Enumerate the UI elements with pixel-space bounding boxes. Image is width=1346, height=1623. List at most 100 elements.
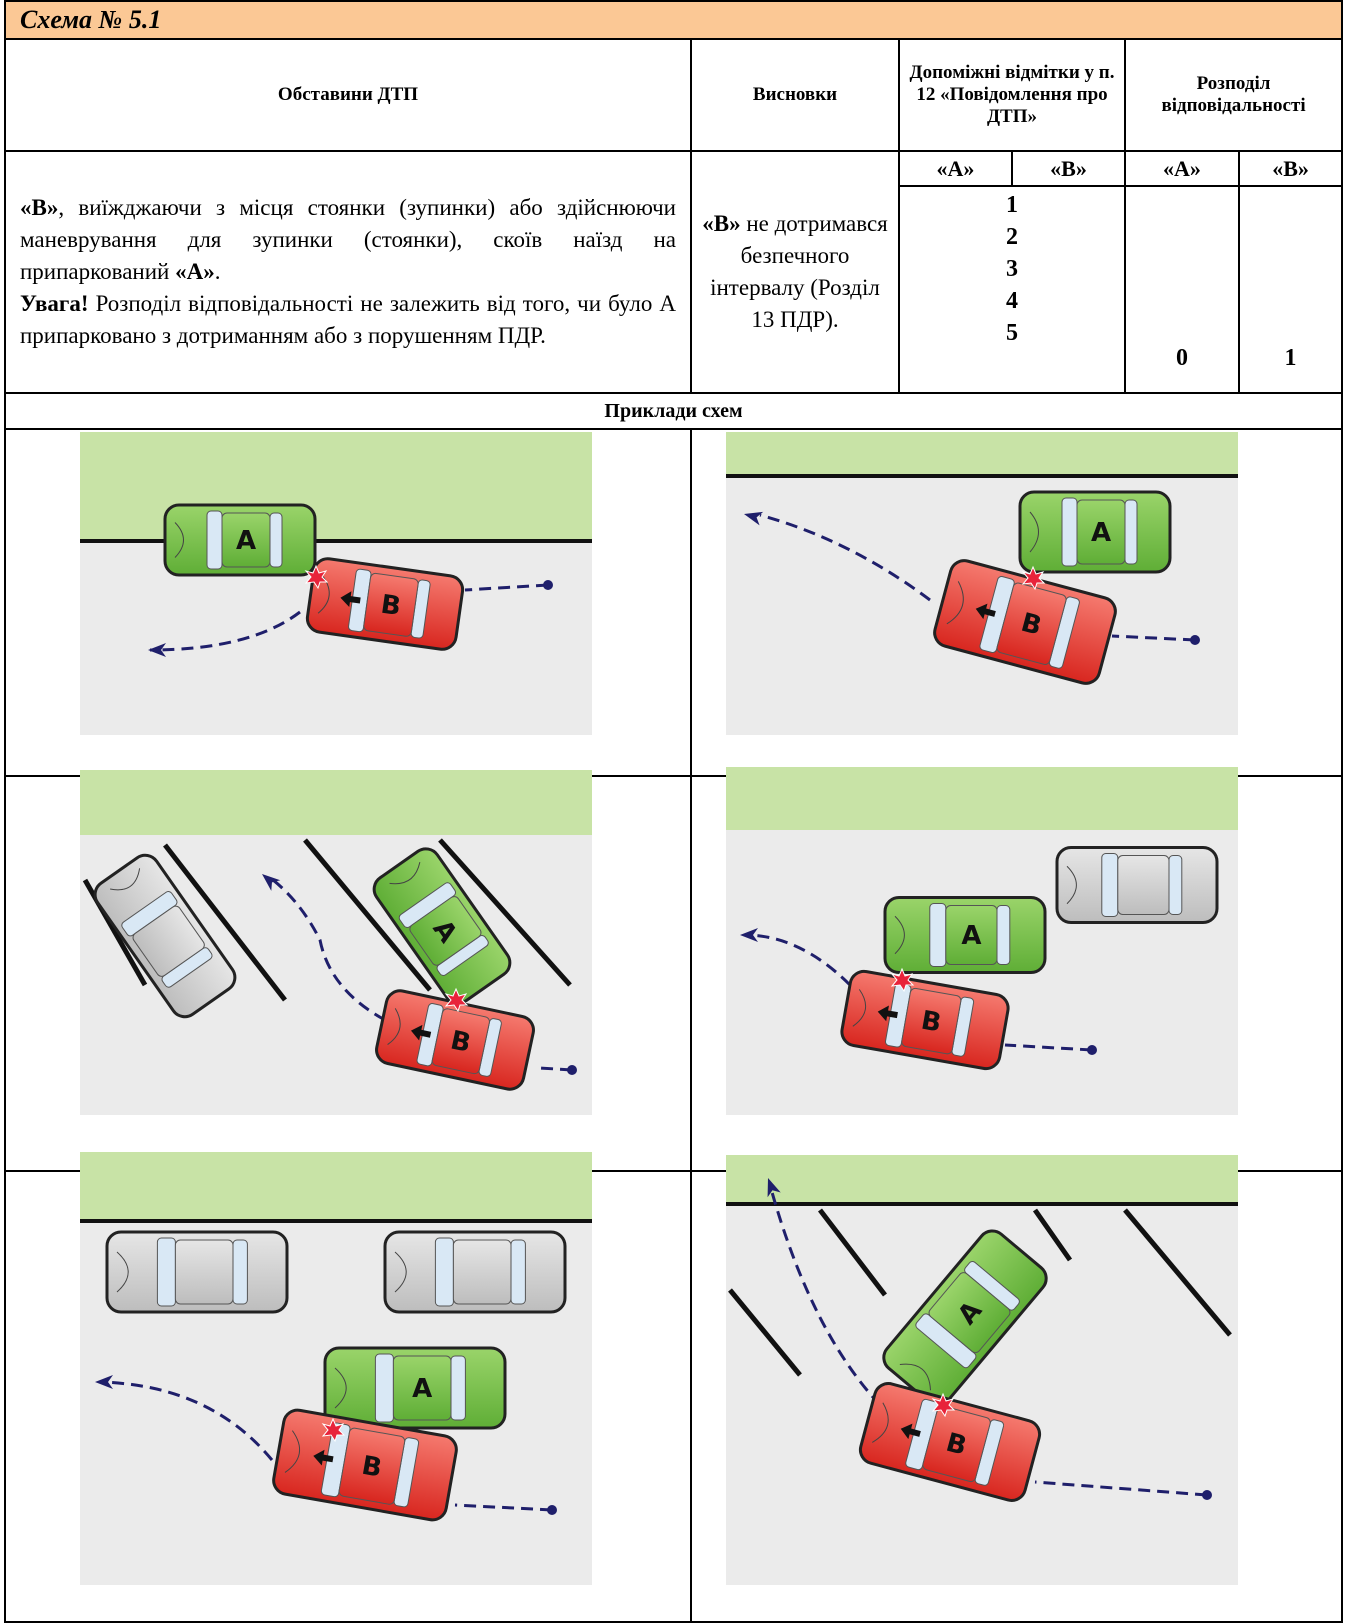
- car: A: [163, 503, 317, 577]
- conclusions: «В» не дотримався безпечного інтервалу (…: [690, 150, 900, 394]
- roof: [409, 896, 482, 966]
- hood-line: [116, 1251, 129, 1293]
- route-arrow: [148, 643, 166, 657]
- car-label: B: [379, 590, 403, 622]
- hood-line: [894, 915, 905, 955]
- rear-window: [1124, 499, 1138, 565]
- road: [726, 1155, 1238, 1585]
- roof: [132, 905, 205, 977]
- roof: [221, 512, 271, 568]
- windshield: [156, 1237, 176, 1307]
- lawn: [726, 767, 1238, 830]
- car: B: [840, 969, 1010, 1071]
- route-arrow: [767, 1178, 781, 1198]
- impact: [1021, 565, 1046, 591]
- roof: [928, 1272, 1011, 1354]
- text: Розподіл відповідальності не залежить ві…: [20, 291, 676, 348]
- mark: 3: [1006, 256, 1018, 282]
- roof: [945, 905, 998, 965]
- roof: [901, 987, 962, 1055]
- windshield: [206, 510, 223, 570]
- mark: 1: [1006, 192, 1018, 218]
- header-cell: Розподіл відповідальності: [1123, 38, 1344, 152]
- route-start: [1087, 1045, 1097, 1055]
- car: B: [272, 1408, 458, 1522]
- route-arrow: [95, 1375, 113, 1389]
- header-cell: Допоміжні відмітки у п. 12 «Повідомлення…: [898, 38, 1126, 152]
- parking-line: [163, 843, 287, 1002]
- subheader: «В»: [1237, 150, 1344, 187]
- header-cell: Висновки: [690, 38, 900, 152]
- hood-line: [334, 1367, 347, 1409]
- route-start: [567, 1065, 577, 1075]
- route-arrow: [744, 511, 764, 526]
- windshield: [1101, 853, 1119, 917]
- examples-title: Приклади схем: [3, 392, 1344, 430]
- car: A: [372, 847, 512, 1005]
- subheader: «А»: [898, 150, 1013, 187]
- car-label: A: [961, 921, 981, 951]
- route-start: [543, 580, 553, 590]
- lawn: [726, 432, 1238, 475]
- impact: [890, 967, 915, 993]
- hood-line: [1066, 865, 1077, 905]
- route-start: [1202, 1490, 1212, 1500]
- rear-window: [510, 1239, 526, 1305]
- parking-line: [303, 838, 432, 992]
- car: B: [933, 559, 1117, 685]
- car: [105, 1230, 289, 1314]
- route: [149, 583, 549, 652]
- car: [93, 853, 237, 1019]
- roof: [1076, 499, 1126, 565]
- roof: [452, 1239, 512, 1305]
- text: «В»: [20, 195, 59, 220]
- route-start: [547, 1505, 557, 1515]
- car: B: [375, 989, 535, 1091]
- lawn: [726, 1155, 1238, 1203]
- impact: [321, 1417, 346, 1443]
- hood-line: [852, 989, 867, 1027]
- text: «А»: [175, 259, 215, 284]
- car: B: [305, 557, 465, 651]
- lawn: [80, 770, 592, 835]
- marks-cell: 1 2 3 4 5: [898, 185, 1126, 394]
- car: [1055, 846, 1219, 924]
- parking-line: [1123, 1208, 1232, 1337]
- windshield: [434, 1237, 454, 1307]
- windshield: [929, 903, 947, 967]
- text: .: [214, 259, 221, 284]
- car: B: [858, 1382, 1042, 1502]
- route-start: [1190, 635, 1200, 645]
- subheader: «А»: [1124, 150, 1240, 187]
- car-label: A: [236, 526, 256, 556]
- direction-arrow: [340, 591, 361, 608]
- text: Увага!: [20, 291, 89, 316]
- roof: [392, 1355, 452, 1421]
- hood-line: [1029, 511, 1039, 553]
- hood-line: [389, 862, 421, 885]
- direction-arrow: [975, 603, 996, 620]
- impact: [304, 564, 329, 590]
- rear-window: [232, 1239, 248, 1305]
- direction-arrow: [313, 1449, 334, 1466]
- direction-arrow: [410, 1024, 432, 1041]
- car: A: [1018, 490, 1172, 574]
- windshield: [1061, 497, 1078, 567]
- header-cell: Обставини ДТП: [4, 38, 692, 152]
- parking-line: [728, 1288, 802, 1377]
- subheader: «В»: [1011, 150, 1126, 187]
- car: A: [883, 896, 1047, 974]
- lawn: [80, 432, 592, 540]
- route: [99, 1380, 553, 1512]
- windshield: [374, 1353, 394, 1423]
- route-arrow: [262, 874, 281, 891]
- hood-line: [110, 868, 141, 891]
- car-label: A: [412, 1374, 432, 1404]
- mark: 2: [1006, 224, 1018, 250]
- roof: [996, 582, 1067, 665]
- route: [768, 1184, 1208, 1497]
- direction-arrow: [877, 1005, 898, 1022]
- parking-line: [438, 838, 572, 987]
- rear-window: [996, 905, 1011, 965]
- roof: [1117, 855, 1170, 915]
